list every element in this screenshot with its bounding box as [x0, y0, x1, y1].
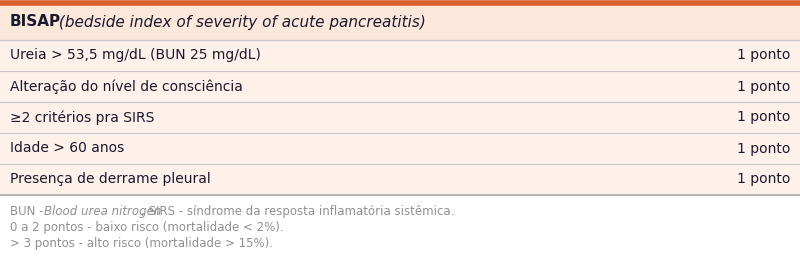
Bar — [0, 4, 800, 40]
Text: (bedside index of severity of acute pancreatitis): (bedside index of severity of acute panc… — [54, 15, 426, 30]
Bar — [0, 71, 800, 102]
Text: > 3 pontos - alto risco (mortalidade > 15%).: > 3 pontos - alto risco (mortalidade > 1… — [10, 237, 273, 250]
Bar — [0, 164, 800, 195]
Bar — [0, 102, 800, 133]
Text: Alteração do nível de consciência: Alteração do nível de consciência — [10, 79, 243, 94]
Text: 1 ponto: 1 ponto — [737, 173, 790, 186]
Bar — [0, 133, 800, 164]
Text: BUN -: BUN - — [10, 205, 47, 218]
Text: 1 ponto: 1 ponto — [737, 141, 790, 156]
Text: 0 a 2 pontos - baixo risco (mortalidade < 2%).: 0 a 2 pontos - baixo risco (mortalidade … — [10, 221, 284, 234]
Text: ≥2 critérios pra SIRS: ≥2 critérios pra SIRS — [10, 110, 154, 125]
Text: ; SIRS - síndrome da resposta inflamatória sistêmica.: ; SIRS - síndrome da resposta inflamatór… — [141, 205, 454, 218]
Bar — [0, 40, 800, 71]
Text: Presença de derrame pleural: Presença de derrame pleural — [10, 173, 210, 186]
Text: 1 ponto: 1 ponto — [737, 79, 790, 93]
Text: Idade > 60 anos: Idade > 60 anos — [10, 141, 124, 156]
Text: Ureia > 53,5 mg/dL (BUN 25 mg/dL): Ureia > 53,5 mg/dL (BUN 25 mg/dL) — [10, 49, 261, 63]
Bar — [0, 195, 800, 271]
Text: Blood urea nitrogen: Blood urea nitrogen — [44, 205, 162, 218]
Text: 1 ponto: 1 ponto — [737, 111, 790, 124]
Text: BISAP: BISAP — [10, 15, 61, 30]
Text: 1 ponto: 1 ponto — [737, 49, 790, 63]
